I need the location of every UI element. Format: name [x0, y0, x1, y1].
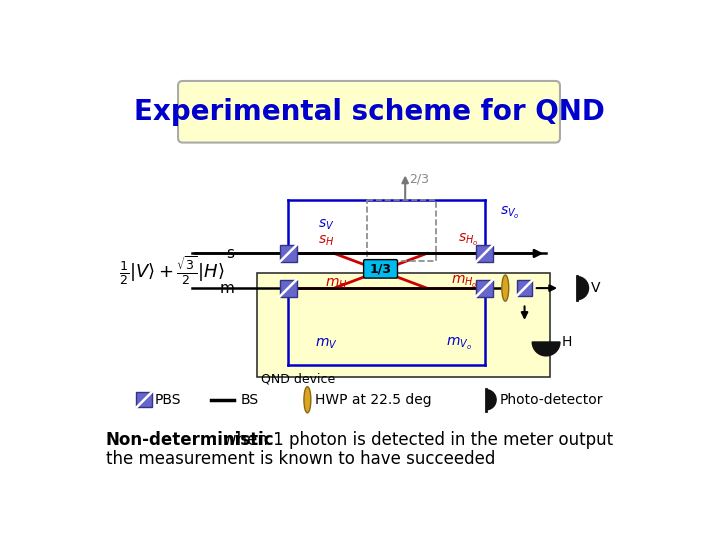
Text: Photo-detector: Photo-detector [500, 393, 603, 407]
Text: PBS: PBS [155, 393, 181, 407]
Text: $m_H$: $m_H$ [325, 276, 348, 291]
Text: $s_H$: $s_H$ [318, 234, 335, 248]
Text: $s_{H_o}$: $s_{H_o}$ [457, 232, 478, 248]
Text: $s_{V_o}$: $s_{V_o}$ [500, 205, 520, 221]
Wedge shape [577, 276, 589, 300]
Wedge shape [486, 389, 497, 410]
Polygon shape [137, 392, 152, 408]
Text: $m_{V_o}$: $m_{V_o}$ [446, 335, 472, 352]
Text: $\frac{1}{2}|V\rangle + \frac{\sqrt{3}}{2}|H\rangle$: $\frac{1}{2}|V\rangle + \frac{\sqrt{3}}{… [119, 254, 225, 287]
Polygon shape [476, 280, 493, 296]
Text: V: V [590, 281, 600, 295]
Polygon shape [517, 280, 532, 296]
FancyBboxPatch shape [257, 273, 550, 377]
Polygon shape [532, 342, 560, 356]
Polygon shape [279, 245, 297, 262]
Text: HWP at 22.5 deg: HWP at 22.5 deg [315, 393, 432, 407]
Text: the measurement is known to have succeeded: the measurement is known to have succeed… [106, 450, 495, 468]
FancyBboxPatch shape [178, 81, 560, 143]
Text: : when 1 photon is detected in the meter output: : when 1 photon is detected in the meter… [212, 431, 613, 449]
Ellipse shape [502, 275, 509, 301]
FancyBboxPatch shape [364, 260, 397, 278]
Text: Non-deterministic: Non-deterministic [106, 431, 274, 449]
Text: Experimental scheme for QND: Experimental scheme for QND [134, 98, 604, 126]
Text: m: m [220, 281, 234, 295]
Ellipse shape [304, 387, 311, 413]
Polygon shape [476, 245, 493, 262]
Text: 1/3: 1/3 [369, 262, 392, 275]
Text: BS: BS [240, 393, 258, 407]
Text: 2/3: 2/3 [409, 172, 429, 185]
Text: $s_V$: $s_V$ [318, 218, 335, 232]
Text: QND device: QND device [261, 373, 336, 386]
Text: s: s [226, 246, 234, 261]
Text: $m_{H_o}$: $m_{H_o}$ [451, 274, 478, 290]
Text: H: H [562, 335, 572, 349]
Text: $m_V$: $m_V$ [315, 336, 338, 351]
Polygon shape [279, 280, 297, 296]
